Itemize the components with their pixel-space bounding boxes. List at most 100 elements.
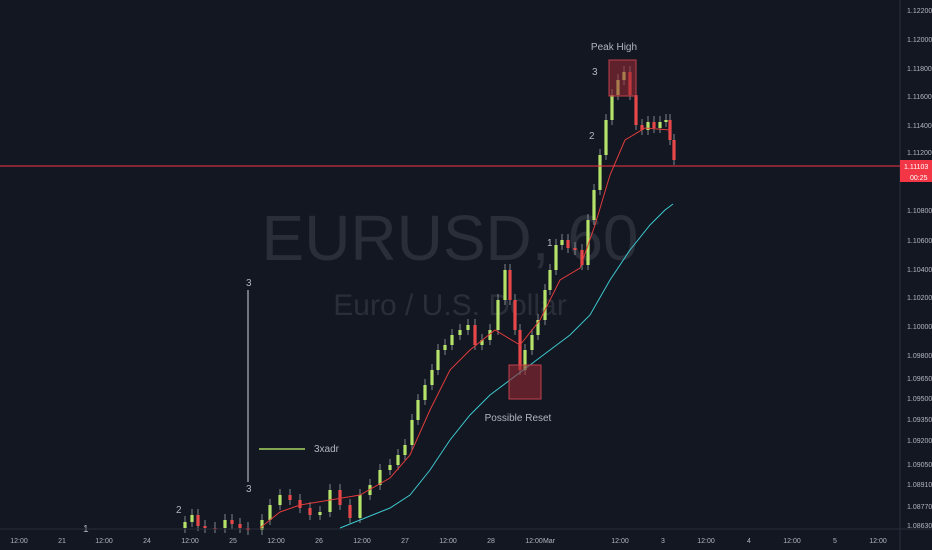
y-tick-label: 1.11600 (907, 94, 932, 101)
x-tick-label: 12:00 (95, 538, 113, 545)
x-axis: 12:00 21 12:00 24 12:00 25 12:00 26 12:00 27 12:00… (10, 538, 887, 545)
y-tick-label: 1.12000 (907, 37, 932, 44)
candle-body (260, 520, 264, 530)
candle-body (640, 125, 644, 130)
candle-body (298, 500, 302, 508)
y-tick-label: 1.09500 (907, 396, 932, 403)
candle-body (288, 495, 292, 500)
y-tick-label: 1.10800 (907, 208, 932, 215)
x-tick-label: Mar (543, 538, 556, 545)
candle-body (223, 520, 227, 528)
y-tick-label: 1.10000 (907, 324, 932, 331)
candle-body (268, 505, 272, 520)
candle-body (278, 495, 282, 505)
x-tick-label: 12:00 (267, 538, 285, 545)
candle-body (473, 325, 477, 345)
y-tick-label: 1.09050 (907, 462, 932, 469)
candle-body (598, 155, 602, 190)
y-tick-label: 1.09800 (907, 353, 932, 360)
candle-body (423, 385, 427, 400)
candle-body (658, 122, 662, 128)
candle-body (396, 455, 400, 465)
x-tick-label: 4 (747, 538, 751, 545)
candle-body (508, 270, 512, 300)
y-tick-label: 1.08630 (907, 523, 932, 530)
candle-body (480, 340, 484, 345)
candle-body (518, 330, 522, 370)
candle-body (672, 140, 676, 160)
current-price-value: 1.11103 (904, 164, 928, 171)
candle-body (238, 524, 242, 528)
candle-body (580, 250, 584, 265)
x-tick-label: 21 (58, 538, 66, 545)
y-tick-label: 1.09200 (907, 438, 932, 445)
candle-body (338, 490, 342, 505)
x-tick-label: 12:00 (525, 538, 543, 545)
y-tick-label: 1.11400 (907, 123, 932, 130)
candle-body (348, 505, 352, 518)
x-tick-label: 12:00 (869, 538, 887, 545)
candle-body (536, 320, 540, 335)
x-tick-label: 28 (487, 538, 495, 545)
candle-body (328, 490, 332, 512)
countdown-value: 00:25 (910, 175, 928, 182)
adr-label: 3xadr (314, 444, 340, 455)
peak-high-label: Peak High (591, 42, 637, 53)
candle-body (652, 122, 656, 128)
candle-body (664, 120, 668, 122)
y-tick-label: 1.09650 (907, 376, 932, 383)
current-price-tag (900, 160, 932, 172)
candle-body (458, 330, 462, 335)
candle-body (318, 512, 322, 515)
x-tick-label: 12:00 (439, 538, 457, 545)
candle-body (203, 526, 207, 528)
candle-body (443, 345, 447, 350)
candles-layer (183, 66, 676, 535)
candle-body (358, 495, 362, 518)
candle-body (488, 330, 492, 340)
y-tick-label: 1.11200 (907, 150, 932, 157)
candle-body (430, 370, 434, 385)
x-tick-label: 24 (143, 538, 151, 545)
candle-body (196, 515, 200, 526)
candle-body (560, 240, 564, 245)
x-tick-label: 12:00 (353, 538, 371, 545)
y-tick-label: 1.09350 (907, 417, 932, 424)
x-tick-label: 27 (401, 538, 409, 545)
candle-body (530, 335, 534, 350)
name-watermark: Euro / U.S. Dollar (333, 289, 566, 322)
y-tick-label: 1.10600 (907, 238, 932, 245)
candle-body (403, 445, 407, 455)
x-tick-label: 12:00 (611, 538, 629, 545)
x-tick-label: 3 (661, 538, 665, 545)
candle-body (573, 248, 577, 250)
ema-fast-line (259, 127, 671, 529)
symbol-watermark: EURUSD, 60 (262, 202, 639, 274)
peak-high-box (608, 59, 637, 97)
candle-body (554, 245, 558, 270)
candle-body (230, 520, 234, 524)
candle-body (190, 515, 194, 522)
candle-body (566, 240, 570, 248)
candle-body (466, 325, 470, 330)
candle-body (388, 465, 392, 470)
possible-reset-box (508, 364, 542, 400)
wave-label: 2 (589, 131, 595, 142)
y-axis: 1.12200 1.12000 1.11800 1.11600 1.11400 1.112… (907, 8, 932, 530)
candle-body (543, 290, 547, 320)
candle-body (592, 190, 596, 220)
y-tick-label: 1.12200 (907, 8, 932, 15)
possible-reset-label: Possible Reset (485, 413, 552, 424)
candle-body (368, 485, 372, 495)
y-tick-label: 1.08910 (907, 482, 932, 489)
wave-label: 2 (176, 505, 182, 516)
candle-body (436, 350, 440, 370)
x-tick-label: 12:00 (181, 538, 199, 545)
y-tick-label: 1.10400 (907, 267, 932, 274)
x-tick-label: 25 (229, 538, 237, 545)
candle-body (634, 95, 638, 125)
x-tick-label: 26 (315, 538, 323, 545)
wave-label: 1 (547, 238, 553, 249)
x-tick-label: 12:00 (10, 538, 28, 545)
